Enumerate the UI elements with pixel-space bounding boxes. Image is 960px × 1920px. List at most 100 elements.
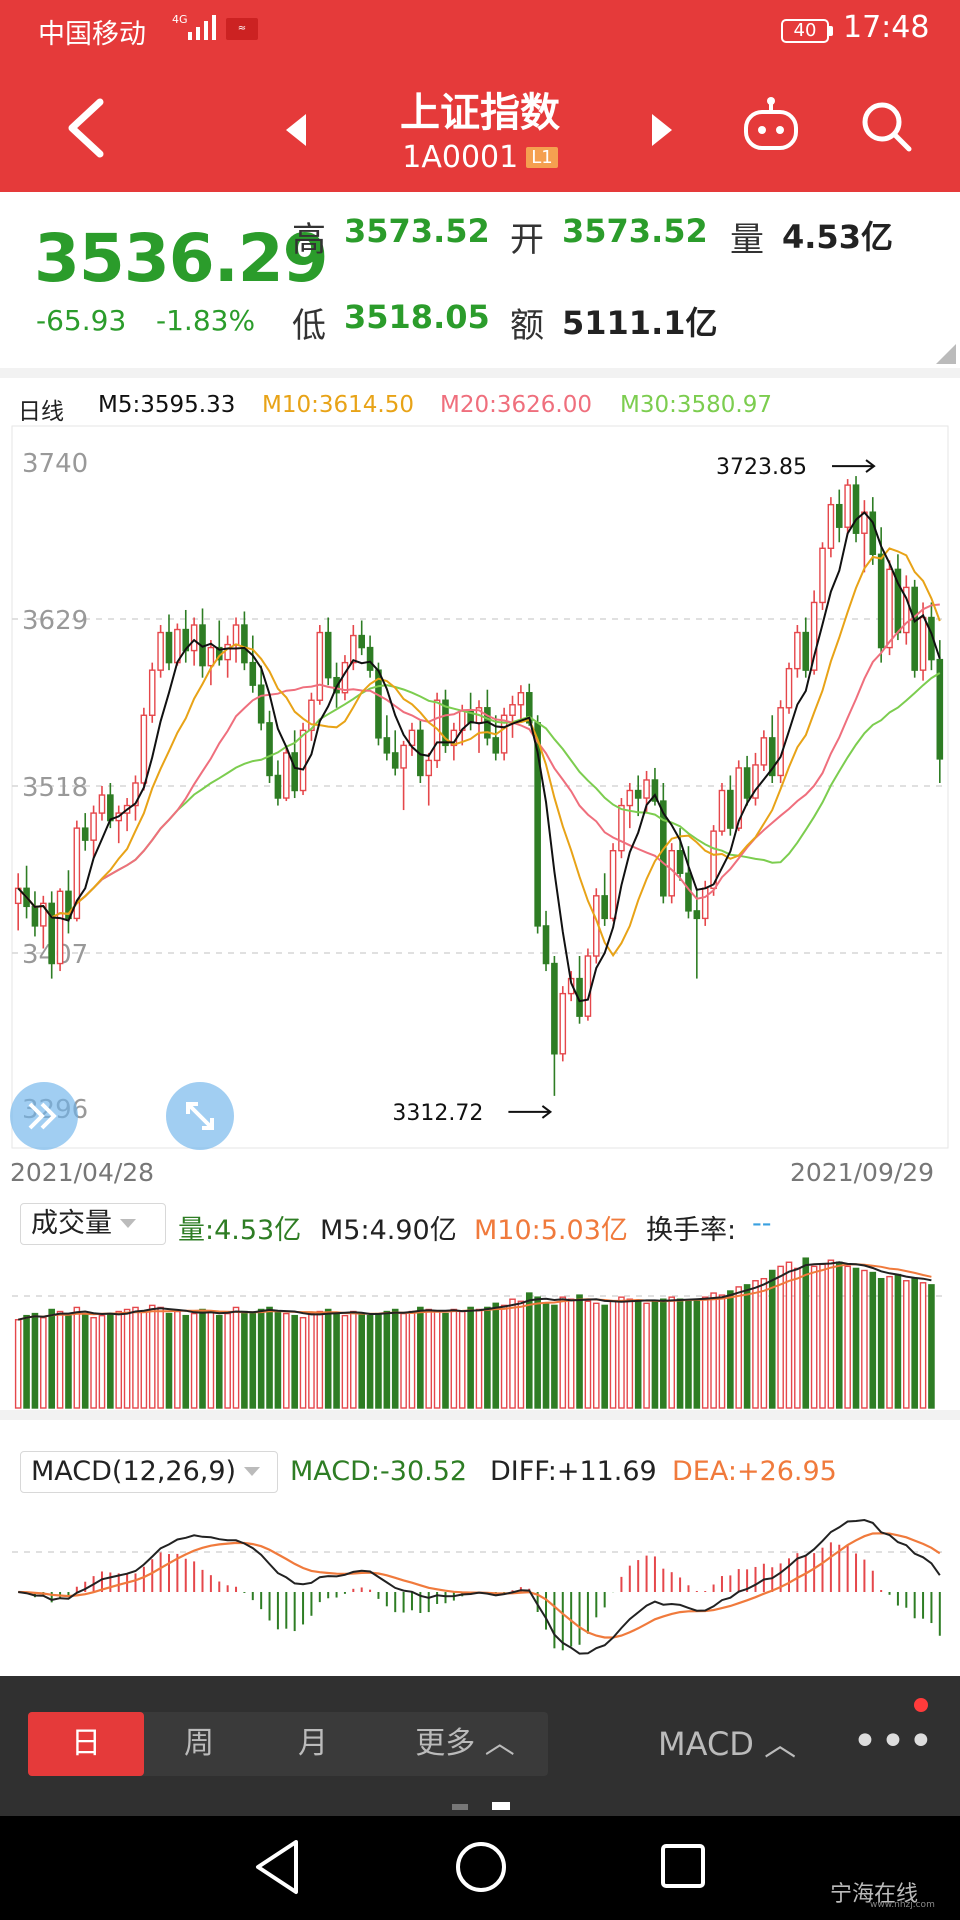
volume-bar <box>274 1310 282 1409</box>
candle-body <box>559 992 567 1055</box>
prev-stock-icon[interactable] <box>282 112 310 148</box>
volume-bar <box>877 1277 885 1409</box>
macd-indicator-select[interactable]: MACD(12,26,9) <box>20 1451 278 1493</box>
tab-month[interactable]: 月 <box>298 1726 328 1761</box>
nav-home-icon[interactable] <box>454 1840 508 1894</box>
volume-bar <box>919 1282 927 1409</box>
volume-chart[interactable] <box>0 1246 960 1410</box>
volume-bar <box>98 1314 106 1409</box>
volume-bar <box>903 1280 910 1409</box>
page-indicator <box>452 1804 468 1810</box>
fullscreen-icon[interactable] <box>166 1082 234 1150</box>
candle-body <box>768 737 776 777</box>
low-label: 低 <box>292 306 326 346</box>
volume-bar <box>651 1300 659 1409</box>
volume-bar <box>567 1298 575 1409</box>
candle-body <box>350 634 357 664</box>
volume-bar <box>433 1310 441 1409</box>
volume-bar <box>316 1310 324 1409</box>
divider <box>0 368 960 378</box>
macd-chart[interactable] <box>0 1500 960 1666</box>
volume-bar <box>174 1310 181 1409</box>
candle-body <box>643 779 650 799</box>
volume-bar <box>475 1308 483 1409</box>
tab-day[interactable]: 日 <box>28 1712 144 1776</box>
volume-bar <box>90 1316 97 1409</box>
volume-current: 量:4.53亿 <box>178 1215 302 1246</box>
volume-bar <box>417 1306 424 1409</box>
tab-week[interactable]: 周 <box>184 1726 214 1761</box>
volume-indicator-select[interactable]: 成交量 <box>20 1203 166 1245</box>
open-value: 3573.52 <box>562 212 708 250</box>
system-nav-bar <box>0 1816 960 1920</box>
diff-value: DIFF:+11.69 <box>490 1456 657 1487</box>
candle-body <box>291 752 298 792</box>
x-start-date: 2021/04/28 <box>10 1158 155 1187</box>
volume-bar <box>73 1306 81 1409</box>
candle-body <box>509 704 516 716</box>
volume-bar <box>65 1314 72 1409</box>
back-arrow-icon[interactable] <box>60 96 116 160</box>
candle-body <box>249 661 257 686</box>
more-options-icon[interactable]: ••• <box>852 1716 936 1767</box>
candle-body <box>266 722 273 777</box>
price-change: -65.93 <box>36 304 127 337</box>
candle-body <box>207 646 215 667</box>
search-icon[interactable] <box>858 98 914 154</box>
volume-bar <box>576 1294 583 1409</box>
period-label[interactable]: 日线 <box>18 399 64 425</box>
robot-assistant-icon[interactable] <box>742 96 800 154</box>
volume-bar <box>601 1304 608 1409</box>
candle-body <box>525 692 533 724</box>
candle-body <box>886 568 893 649</box>
candle-body <box>802 631 810 671</box>
amount-label: 额 <box>510 306 544 346</box>
volume-bar <box>643 1302 650 1409</box>
candle-body <box>48 902 55 965</box>
candle-body <box>107 794 114 822</box>
candle-body <box>743 767 751 799</box>
volume-bar <box>458 1310 466 1409</box>
volume-bar <box>660 1298 667 1409</box>
nav-recent-apps-icon[interactable] <box>660 1843 706 1889</box>
candle-body <box>551 962 558 1055</box>
volume-bar <box>626 1298 634 1409</box>
candle-body <box>500 714 508 754</box>
candle-body <box>31 905 39 927</box>
volume-bar <box>551 1304 558 1409</box>
volume-bar <box>584 1300 592 1409</box>
macd-value: MACD:-30.52 <box>290 1456 468 1487</box>
candle-body <box>710 830 717 890</box>
volume-bar <box>492 1302 500 1409</box>
y-axis-tick-label: 3629 <box>22 606 88 636</box>
next-stock-icon[interactable] <box>648 112 676 148</box>
candle-body <box>299 729 307 792</box>
stock-code: 1A0001 <box>402 140 519 175</box>
chevron-up-icon: ︿ <box>764 1725 797 1763</box>
collapse-sidebar-icon[interactable] <box>10 1082 78 1150</box>
volume-bar <box>31 1312 39 1409</box>
volume-bar <box>165 1312 173 1409</box>
annotation-low-label: 3312.72 <box>392 1101 483 1126</box>
expand-corner-icon[interactable] <box>936 344 956 364</box>
volume-bar <box>23 1314 30 1409</box>
candle-body <box>324 631 332 679</box>
current-price: 3536.29 <box>34 220 329 297</box>
candle-body <box>827 503 835 549</box>
volume-bar <box>207 1310 215 1409</box>
x-end-date: 2021/09/29 <box>790 1158 935 1187</box>
indicator-switch[interactable]: MACD ︿ <box>658 1712 796 1776</box>
nav-back-icon[interactable] <box>252 1838 302 1896</box>
page-indicator-active <box>492 1802 510 1810</box>
candle-body <box>609 849 617 920</box>
diff-line <box>18 1518 941 1655</box>
chevron-down-icon <box>244 1467 261 1476</box>
volume-bar <box>291 1314 298 1409</box>
tab-more[interactable]: 更多 ︿ <box>400 1712 530 1776</box>
candle-body <box>760 737 768 766</box>
candle-body <box>735 767 743 829</box>
volume-bar <box>701 1296 709 1409</box>
volume-bar <box>668 1296 676 1409</box>
y-axis-tick-label: 3407 <box>22 940 88 970</box>
